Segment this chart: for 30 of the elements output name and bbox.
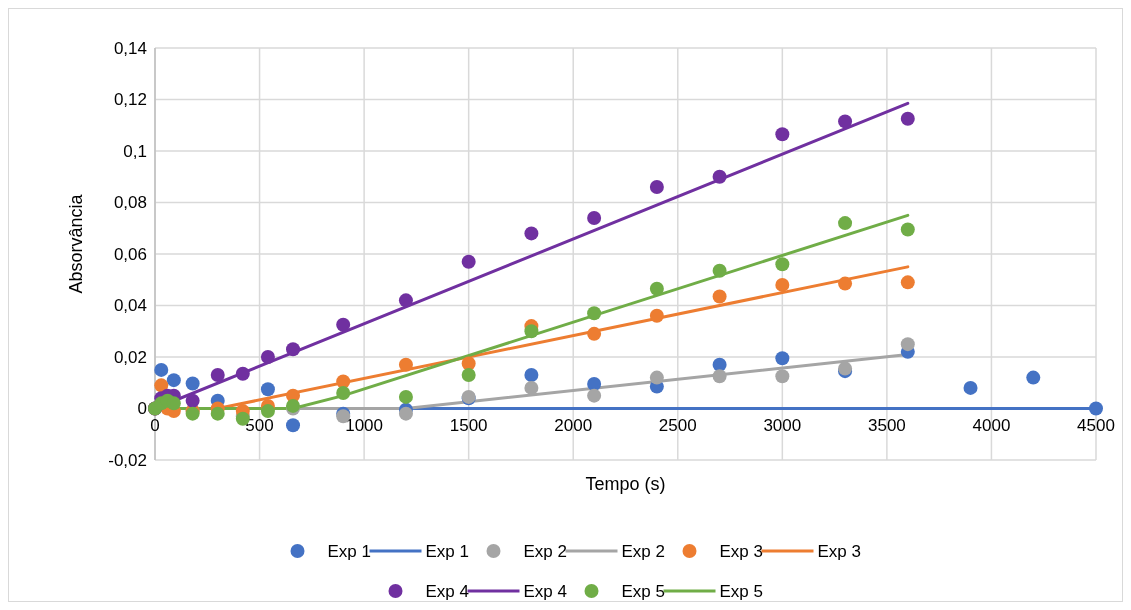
y-tick-label: 0,1	[123, 141, 147, 161]
x-tick-label: 2000	[554, 415, 593, 435]
x-tick-label: 2500	[658, 415, 697, 435]
y-tick-label: 0,14	[113, 38, 147, 58]
y-tick-label: 0,02	[113, 347, 147, 367]
legend-label: Exp 2	[621, 541, 665, 561]
y-tick-label: 0,08	[113, 193, 147, 213]
y-tick-label: 0	[137, 399, 147, 419]
legend-label: Exp 4	[523, 581, 567, 601]
x-tick-label: 1000	[345, 415, 384, 435]
legend-label: Exp 3	[719, 541, 763, 561]
x-tick-label: 0	[150, 415, 160, 435]
x-tick-label: 4000	[972, 415, 1011, 435]
x-tick-label: 1500	[449, 415, 488, 435]
x-tick-label: 4500	[1077, 415, 1115, 435]
y-axis-title: Absorvância	[66, 193, 86, 294]
legend-label: Exp 5	[719, 581, 763, 601]
legend-label: Exp 1	[327, 541, 371, 561]
x-tick-label: 3000	[763, 415, 802, 435]
x-axis-title: Tempo (s)	[585, 474, 666, 494]
legend-label: Exp 1	[425, 541, 469, 561]
y-tick-label: 0,12	[113, 90, 147, 110]
y-tick-label: 0,04	[113, 296, 147, 316]
legend-label: Exp 5	[621, 581, 665, 601]
legend-label: Exp 2	[523, 541, 567, 561]
x-tick-label: 3500	[867, 415, 906, 435]
legend-label: Exp 4	[425, 581, 469, 601]
legend-label: Exp 3	[817, 541, 861, 561]
y-tick-label: -0,02	[108, 450, 147, 470]
y-tick-label: 0,06	[113, 244, 147, 264]
